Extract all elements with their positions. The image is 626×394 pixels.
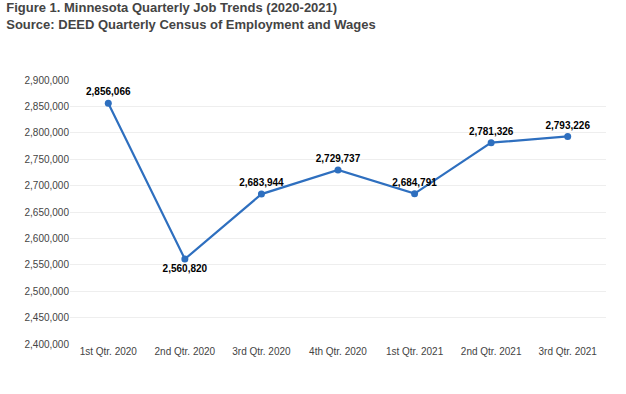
svg-text:3rd Qtr. 2021: 3rd Qtr. 2021 xyxy=(539,346,598,357)
svg-text:2,793,226: 2,793,226 xyxy=(545,120,590,131)
svg-text:2,900,000: 2,900,000 xyxy=(25,75,70,86)
svg-text:2,500,000: 2,500,000 xyxy=(25,286,70,297)
svg-text:4th Qtr. 2020: 4th Qtr. 2020 xyxy=(309,346,367,357)
svg-text:1st Qtr. 2021: 1st Qtr. 2021 xyxy=(386,346,444,357)
svg-text:2,800,000: 2,800,000 xyxy=(25,127,70,138)
svg-text:2,650,000: 2,650,000 xyxy=(25,207,70,218)
svg-text:2nd Qtr. 2020: 2nd Qtr. 2020 xyxy=(155,346,216,357)
svg-text:2,729,737: 2,729,737 xyxy=(316,153,361,164)
svg-text:2,684,791: 2,684,791 xyxy=(392,177,437,188)
svg-text:1st Qtr. 2020: 1st Qtr. 2020 xyxy=(80,346,138,357)
svg-text:2,850,000: 2,850,000 xyxy=(25,101,70,112)
svg-text:2,550,000: 2,550,000 xyxy=(25,259,70,270)
svg-text:3rd Qtr. 2020: 3rd Qtr. 2020 xyxy=(232,346,291,357)
svg-text:2,400,000: 2,400,000 xyxy=(25,339,70,350)
svg-text:2,750,000: 2,750,000 xyxy=(25,154,70,165)
svg-text:2,450,000: 2,450,000 xyxy=(25,312,70,323)
svg-text:2,600,000: 2,600,000 xyxy=(25,233,70,244)
svg-text:2nd Qtr. 2021: 2nd Qtr. 2021 xyxy=(461,346,522,357)
svg-text:Figure 1. Minnesota Quarterly: Figure 1. Minnesota Quarterly Job Trends… xyxy=(6,0,375,32)
svg-text:2,700,000: 2,700,000 xyxy=(25,180,70,191)
svg-text:2,856,066: 2,856,066 xyxy=(86,86,131,97)
svg-text:2,683,944: 2,683,944 xyxy=(239,177,284,188)
svg-text:2,560,820: 2,560,820 xyxy=(163,263,208,274)
svg-text:2,781,326: 2,781,326 xyxy=(469,126,514,137)
